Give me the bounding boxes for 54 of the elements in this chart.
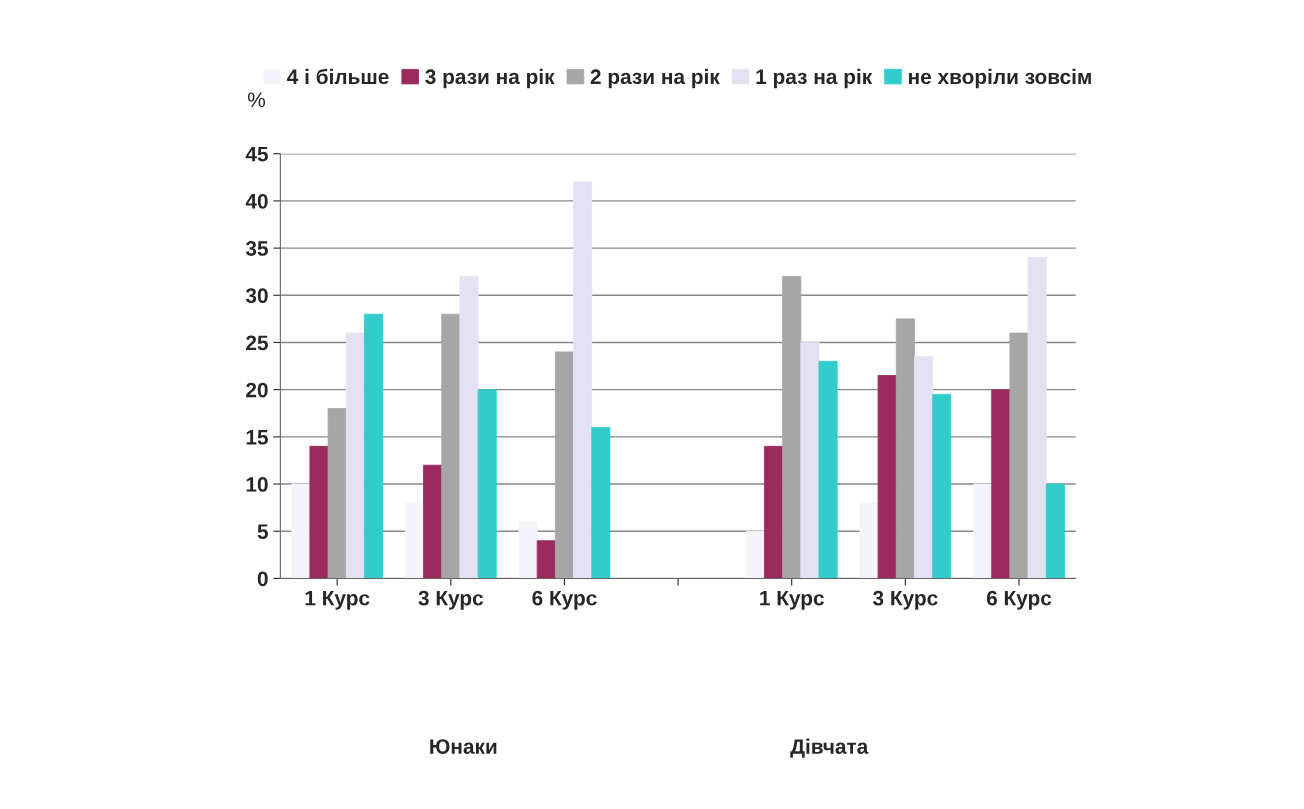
bar (991, 389, 1011, 579)
y-tick-label: 0 (257, 571, 268, 587)
legend-label: 3 рази на рік (425, 68, 555, 89)
bar (859, 502, 879, 579)
x-tick-label: 3 Курс (418, 590, 484, 610)
text: Дівчата (790, 738, 869, 758)
y-tick-label: 30 (245, 288, 268, 304)
x-tick-label: 1 Курс (305, 591, 370, 610)
y-tick-label: 20 (246, 382, 268, 398)
bar (327, 408, 347, 579)
y-tick-label: 15 (246, 430, 268, 445)
bar (536, 540, 556, 579)
bar (291, 483, 311, 579)
bar (1045, 483, 1065, 579)
y-tick-label: 45 (245, 146, 268, 162)
legend-label: 4 і більше (287, 68, 389, 85)
bar (973, 483, 993, 579)
bar (591, 427, 611, 579)
bar (1027, 257, 1047, 579)
y-tick-label: 25 (246, 335, 268, 351)
bar (782, 275, 802, 579)
bar (554, 351, 574, 579)
y-tick-label: 40 (245, 193, 268, 209)
bar (764, 445, 784, 579)
bar (818, 360, 838, 579)
bar (404, 502, 424, 579)
bar (914, 356, 934, 579)
bar (745, 530, 765, 579)
x-tick-label: 6 Курс (986, 590, 1052, 610)
legend-label: 1 раз на рік (756, 68, 873, 89)
bar (573, 181, 593, 579)
bar (345, 332, 365, 579)
bar (932, 393, 952, 579)
bar (309, 445, 329, 579)
legend-label: не хворіли зовсім (909, 68, 1091, 89)
bar (459, 275, 479, 579)
legend-label: 2 рази на рік (590, 68, 720, 89)
y-tick-label: 5 (257, 524, 268, 539)
bar (877, 375, 897, 579)
bar (1009, 332, 1029, 579)
text: Юнаки (430, 739, 497, 754)
bar (518, 521, 538, 579)
y-tick-label: 35 (245, 241, 268, 256)
x-tick-label: 1 Курс (760, 591, 824, 610)
bar (441, 313, 461, 579)
bar (800, 342, 820, 579)
x-tick-label: 3 Курс (872, 590, 938, 610)
bar (895, 318, 915, 579)
bar (477, 389, 497, 579)
bar (423, 464, 443, 579)
bar (364, 313, 384, 579)
x-tick-label: 6 Курс (532, 590, 597, 610)
y-tick-label: 10 (246, 477, 268, 492)
y-axis-title: % (247, 92, 266, 108)
